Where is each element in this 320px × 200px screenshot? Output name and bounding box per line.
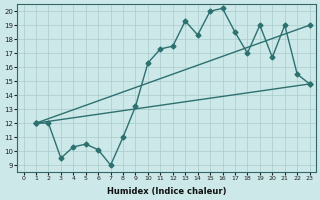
X-axis label: Humidex (Indice chaleur): Humidex (Indice chaleur) xyxy=(107,187,226,196)
